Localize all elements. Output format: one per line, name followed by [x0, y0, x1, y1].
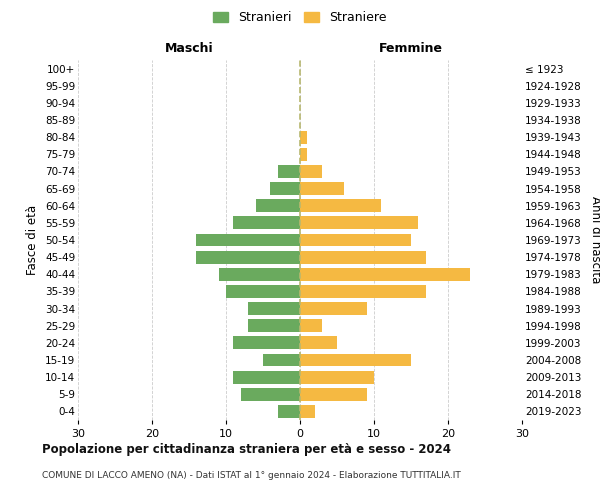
Bar	[271, 182, 300, 195]
Bar	[300, 216, 418, 230]
Bar	[300, 336, 337, 349]
Legend: Stranieri, Straniere: Stranieri, Straniere	[208, 6, 392, 29]
Bar	[300, 165, 322, 178]
Bar	[278, 405, 300, 418]
Y-axis label: Anni di nascita: Anni di nascita	[589, 196, 600, 284]
Bar	[300, 354, 411, 366]
Bar	[241, 388, 300, 400]
Bar	[248, 302, 300, 315]
Bar	[300, 285, 426, 298]
Bar	[300, 250, 426, 264]
Bar	[226, 285, 300, 298]
Bar	[256, 200, 300, 212]
Y-axis label: Fasce di età: Fasce di età	[26, 205, 40, 275]
Bar	[300, 268, 470, 280]
Bar	[300, 302, 367, 315]
Bar	[263, 354, 300, 366]
Bar	[233, 336, 300, 349]
Bar	[196, 250, 300, 264]
Bar	[233, 370, 300, 384]
Bar	[300, 200, 382, 212]
Bar	[278, 165, 300, 178]
Text: Popolazione per cittadinanza straniera per età e sesso - 2024: Popolazione per cittadinanza straniera p…	[42, 442, 451, 456]
Bar	[218, 268, 300, 280]
Bar	[196, 234, 300, 246]
Bar	[233, 216, 300, 230]
Text: Maschi: Maschi	[164, 42, 214, 55]
Bar	[300, 130, 307, 143]
Bar	[248, 320, 300, 332]
Bar	[300, 405, 315, 418]
Bar	[300, 234, 411, 246]
Bar	[300, 148, 307, 160]
Text: COMUNE DI LACCO AMENO (NA) - Dati ISTAT al 1° gennaio 2024 - Elaborazione TUTTIT: COMUNE DI LACCO AMENO (NA) - Dati ISTAT …	[42, 470, 461, 480]
Bar	[300, 182, 344, 195]
Bar	[300, 388, 367, 400]
Bar	[300, 320, 322, 332]
Bar	[300, 370, 374, 384]
Text: Femmine: Femmine	[379, 42, 443, 55]
